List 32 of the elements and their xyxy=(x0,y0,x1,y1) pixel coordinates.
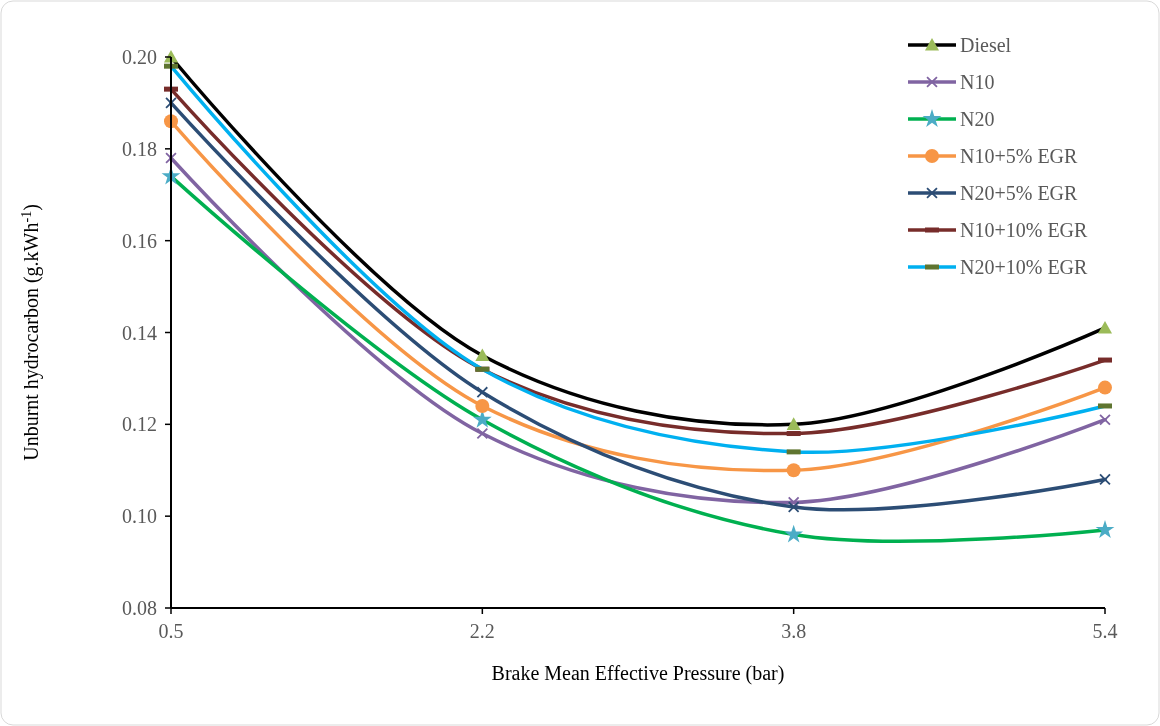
point xyxy=(1098,380,1112,395)
point xyxy=(786,463,801,478)
y-tick-label: 0.20 xyxy=(122,46,157,68)
y-tick-label: 0.14 xyxy=(122,321,157,344)
point xyxy=(476,386,488,398)
x-tick-label: 0.5 xyxy=(158,620,184,642)
legend-label: N10 xyxy=(960,71,995,93)
x-tick-label: 5.4 xyxy=(1092,620,1118,642)
legend-label: N20 xyxy=(960,108,995,130)
point xyxy=(475,398,490,413)
y-tick-label: 0.12 xyxy=(122,413,157,436)
point xyxy=(1098,320,1112,334)
x-tick-label: 3.8 xyxy=(781,620,807,642)
legend-label: N20+5% EGR xyxy=(960,182,1079,204)
legend-label: Diesel xyxy=(960,34,1012,56)
point xyxy=(165,152,177,164)
y-tick-label: 0.18 xyxy=(122,137,157,160)
y-tick-label: 0.16 xyxy=(122,229,157,252)
x-tick-label: 2.2 xyxy=(469,620,495,642)
y-tick-label: 0.10 xyxy=(122,505,157,528)
point xyxy=(1099,414,1111,426)
point xyxy=(1095,520,1115,538)
legend-label: N10+5% EGR xyxy=(960,145,1079,167)
point xyxy=(165,97,177,109)
point xyxy=(786,417,801,430)
x-axis-title: Brake Mean Effective Pressure (bar) xyxy=(491,662,785,685)
point xyxy=(475,348,490,362)
point xyxy=(476,427,488,440)
legend-label: N10+10% EGR xyxy=(960,219,1089,241)
point xyxy=(784,524,804,543)
y-tick-label: 0.08 xyxy=(122,597,157,619)
legend-label: N20+10% EGR xyxy=(960,256,1089,278)
